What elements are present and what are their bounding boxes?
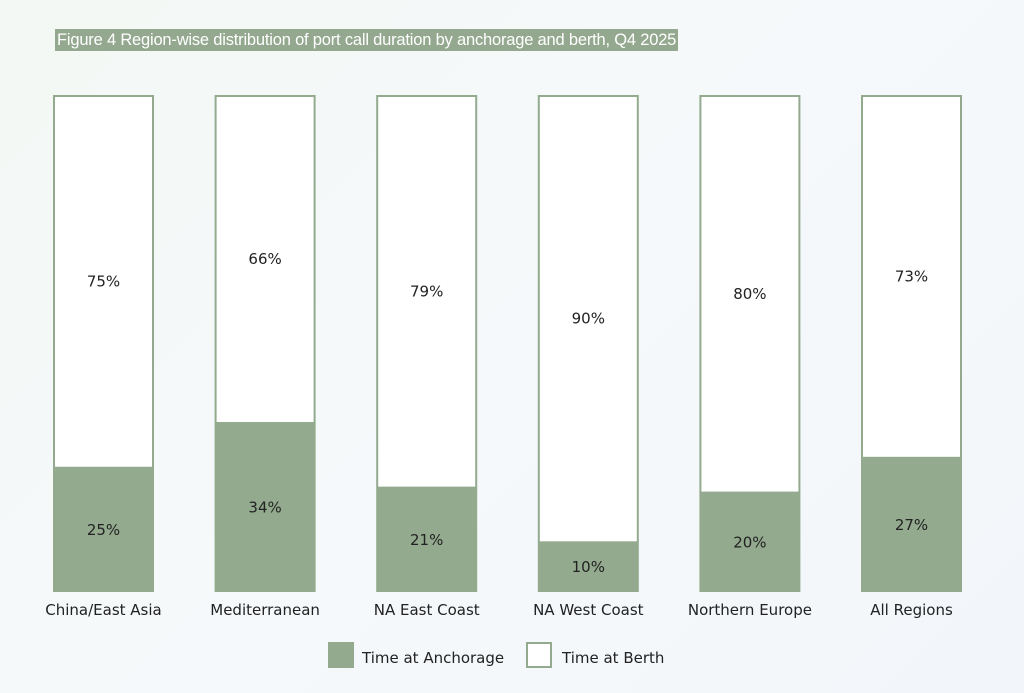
category-label: NA East Coast [374,601,480,619]
data-label-berth: 66% [248,250,281,268]
data-label-berth: 79% [410,282,443,300]
bar-anchorage [53,467,154,592]
category-label: All Regions [870,601,953,619]
bar-anchorage [537,542,639,592]
legend-swatch-anchorage [328,642,354,668]
data-label-berth: 75% [87,272,120,290]
data-label-anchorage: 10% [572,558,605,576]
data-label-anchorage: 25% [87,521,120,539]
data-label-anchorage: 34% [248,499,281,517]
category-label: Mediterranean [210,601,320,619]
bar-anchorage [376,487,478,592]
bar-anchorage [214,423,316,592]
bar-berth [376,95,478,489]
data-label-anchorage: 20% [733,533,766,551]
legend-label-anchorage: Time at Anchorage [361,649,504,667]
data-label-anchorage: 21% [410,531,443,549]
chart-title: Figure 4 Region-wise distribution of por… [55,29,679,51]
category-label: NA West Coast [533,601,644,619]
category-label: China/East Asia [45,601,161,619]
data-label-berth: 90% [572,310,605,328]
data-label-berth: 80% [733,285,766,303]
bar-anchorage [861,457,962,592]
category-label: Northern Europe [688,601,812,619]
legend-label-berth: Time at Berth [561,649,664,667]
legend-swatch-berth [526,642,552,668]
data-label-berth: 73% [895,267,928,285]
bar-anchorage [699,492,801,592]
bar-berth [53,95,154,469]
bar-berth [214,95,316,425]
data-label-anchorage: 27% [895,516,928,534]
